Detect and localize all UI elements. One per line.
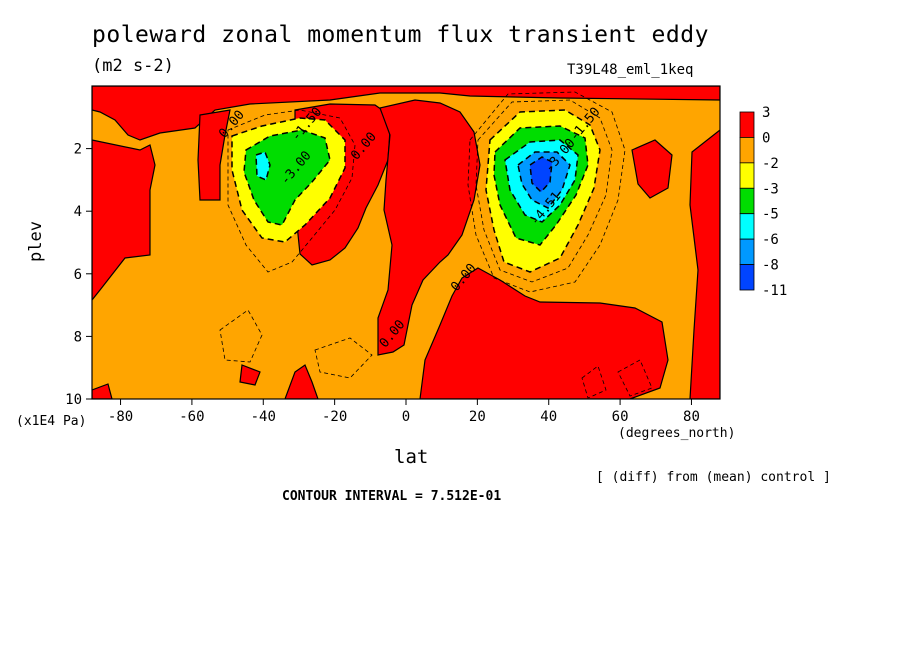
colorbar-swatch-4 xyxy=(739,213,755,240)
colorbar-swatch-3 xyxy=(739,187,755,215)
colorbar-swatch-5 xyxy=(739,238,755,265)
north-jet xyxy=(485,109,601,273)
positive-regions xyxy=(92,86,720,399)
x-tick-label-1: -60 xyxy=(179,409,204,425)
red-bottom-patch xyxy=(284,364,319,399)
colorbar-label-4: -5 xyxy=(762,207,779,223)
x-tick-label-3: -20 xyxy=(322,409,347,425)
red-top-band xyxy=(92,86,720,141)
diff-note: [ (diff) from (mean) control ] xyxy=(596,470,831,485)
colorbar-swatch-2 xyxy=(739,162,755,189)
x-axis-label: lat xyxy=(394,446,429,468)
x-ticks: -80 -60 -40 -20 0 20 40 60 80 xyxy=(108,399,700,425)
red-small-patch xyxy=(239,364,261,386)
x-tick-label-4: 0 xyxy=(402,409,410,425)
colorbar-label-1: 0 xyxy=(762,130,770,146)
south-jet xyxy=(231,117,346,243)
colorbar-label-3: -3 xyxy=(762,181,779,197)
chart-title: poleward zonal momentum flux transient e… xyxy=(92,22,709,48)
north-core xyxy=(529,156,553,194)
dashed-contours xyxy=(219,91,653,399)
south-cyan xyxy=(255,151,271,182)
y-tick-label-3: 8 xyxy=(74,329,82,345)
red-lower-right xyxy=(419,267,669,399)
lower-center-contour xyxy=(314,337,373,379)
colorbar-swatch-6 xyxy=(739,264,755,291)
south-outer-contour xyxy=(227,109,356,273)
x-tick-label-8: 80 xyxy=(683,409,700,425)
lower-right-contour xyxy=(581,365,607,399)
red-right-edge xyxy=(689,129,720,399)
x-axis-unit: (degrees_north) xyxy=(618,426,736,441)
x-tick-label-0: -80 xyxy=(108,409,133,425)
colorbar-label-5: -6 xyxy=(762,232,779,248)
contour-interval: CONTOUR INTERVAL = 7.512E-01 xyxy=(282,489,502,504)
colorbar-swatch-1 xyxy=(739,137,755,164)
y-tick-label-1: 4 xyxy=(74,204,82,220)
y-axis-unit: (x1E4 Pa) xyxy=(16,414,87,429)
colorbar-label-0: 3 xyxy=(762,105,770,121)
x-tick-label-7: 60 xyxy=(612,409,629,425)
colorbar-label-7: -11 xyxy=(762,283,787,299)
x-tick-label-2: -40 xyxy=(251,409,276,425)
north-outer-contour xyxy=(475,99,613,283)
run-label: T39L48_eml_1keq xyxy=(567,62,694,78)
chart-units: (m2 s-2) xyxy=(92,56,174,76)
red-right-blob xyxy=(631,139,673,199)
north-outer-contour-2 xyxy=(467,91,626,293)
colorbar-swatch-0 xyxy=(739,111,755,138)
y-tick-label-0: 2 xyxy=(74,142,82,158)
colorbar-label-2: -2 xyxy=(762,156,779,172)
colorbar-label-6: -8 xyxy=(762,258,779,274)
lower-right-contour-2 xyxy=(617,359,653,397)
y-tick-label-4: 10 xyxy=(65,392,82,408)
lower-left-contour xyxy=(219,309,263,363)
x-tick-label-5: 20 xyxy=(469,409,486,425)
red-upper-left xyxy=(197,109,231,201)
y-ticks: 2 4 6 8 10 xyxy=(65,142,92,408)
x-tick-label-6: 40 xyxy=(540,409,557,425)
red-left-region xyxy=(92,139,156,301)
y-tick-label-2: 6 xyxy=(74,267,82,283)
red-equatorial xyxy=(377,99,481,356)
colorbar: 3 0 -2 -3 -5 -6 -8 -11 xyxy=(739,105,787,299)
red-corner xyxy=(92,383,113,399)
contour-fill xyxy=(92,86,720,399)
